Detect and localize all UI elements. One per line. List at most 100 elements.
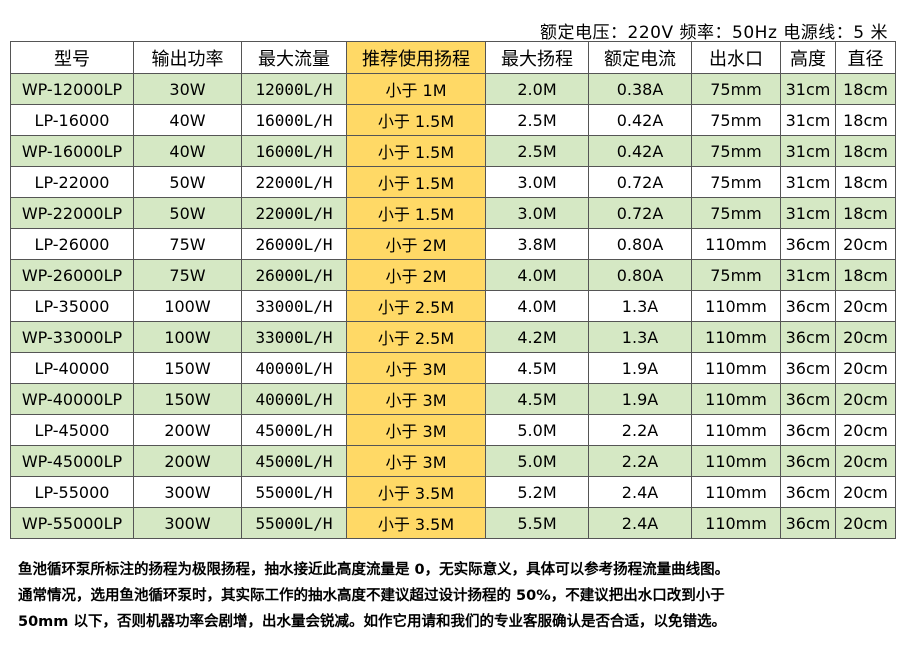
cell-rated-current: 2.4A [588,507,692,539]
cell-height: 36cm [780,476,836,508]
table-body: WP-12000LP 30W 12000L/H 小于 1M 2.0M 0.38A 75mm 3… [10,73,896,539]
cell-height: 36cm [780,383,836,415]
cell-max-flow: 33000L/H [241,321,347,353]
table-row: LP-16000 40W 16000L/H 小于 1.5M 2.5M 0.42A 75mm 3… [10,104,896,136]
cell-recommended-head: 小于 2.5M [346,321,486,353]
table-row: LP-55000 300W 55000L/H 小于 3.5M 5.2M 2.4A 110mm… [10,476,896,508]
cell-model: WP-16000LP [10,135,134,167]
cell-max-flow: 40000L/H [241,352,347,384]
cell-rated-current: 2.2A [588,445,692,477]
cell-max-head: 2.0M [485,73,589,105]
cell-diameter: 18cm [835,166,896,198]
cell-height: 36cm [780,414,836,446]
cell-diameter: 18cm [835,259,896,291]
cell-max-head: 3.8M [485,228,589,260]
cell-outlet: 75mm [691,197,781,229]
cell-diameter: 18cm [835,197,896,229]
cell-model: WP-40000LP [10,383,134,415]
cell-recommended-head: 小于 1.5M [346,197,486,229]
cell-power: 75W [133,228,242,260]
cell-height: 36cm [780,445,836,477]
cell-power: 40W [133,104,242,136]
table-header-row: 型号 输出功率 最大流量 推荐使用扬程 最大扬程 额定电流 出水口 高度 直径 [10,41,896,74]
cell-recommended-head: 小于 1M [346,73,486,105]
cell-model: WP-55000LP [10,507,134,539]
cell-outlet: 110mm [691,321,781,353]
cell-recommended-head: 小于 2M [346,228,486,260]
cell-max-head: 5.5M [485,507,589,539]
cell-max-head: 3.0M [485,197,589,229]
note-line: 通常情况，选用鱼池循环泵时，其实际工作的抽水高度不建议超过设计扬程的 50%，不… [18,588,725,604]
header-rated-current: 额定电流 [588,41,692,74]
table-row: WP-12000LP 30W 12000L/H 小于 1M 2.0M 0.38A 75mm 3… [10,73,896,105]
cell-power: 300W [133,507,242,539]
table-row: WP-55000LP 300W 55000L/H 小于 3.5M 5.5M 2.4A 110… [10,507,896,539]
cell-recommended-head: 小于 3M [346,383,486,415]
cell-rated-current: 2.4A [588,476,692,508]
cell-recommended-head: 小于 3M [346,352,486,384]
table-row: LP-26000 75W 26000L/H 小于 2M 3.8M 0.80A 110mm 36… [10,228,896,260]
cell-outlet: 110mm [691,228,781,260]
cell-rated-current: 0.80A [588,228,692,260]
header-outlet: 出水口 [691,41,781,74]
cell-rated-current: 0.72A [588,166,692,198]
cell-max-flow: 26000L/H [241,259,347,291]
cell-outlet: 110mm [691,476,781,508]
cell-max-head: 5.0M [485,414,589,446]
cell-diameter: 20cm [835,290,896,322]
cell-max-head: 4.5M [485,383,589,415]
header-recommended-head: 推荐使用扬程 [346,41,486,74]
cell-model: WP-26000LP [10,259,134,291]
cell-model: LP-22000 [10,166,134,198]
cell-outlet: 75mm [691,259,781,291]
cell-max-flow: 12000L/H [241,73,347,105]
cell-outlet: 75mm [691,104,781,136]
cell-max-head: 4.5M [485,352,589,384]
cell-max-head: 4.2M [485,321,589,353]
cell-height: 31cm [780,104,836,136]
table-row: WP-22000LP 50W 22000L/H 小于 1.5M 3.0M 0.72A 75m… [10,197,896,229]
table-row: LP-22000 50W 22000L/H 小于 1.5M 3.0M 0.72A 75mm 3… [10,166,896,198]
cell-recommended-head: 小于 2M [346,259,486,291]
header-model: 型号 [10,41,134,74]
cell-diameter: 20cm [835,352,896,384]
cell-outlet: 110mm [691,445,781,477]
cell-power: 200W [133,445,242,477]
cell-max-head: 4.0M [485,259,589,291]
cell-power: 200W [133,414,242,446]
note-line: 50mm 以下，否则机器功率会剧增，出水量会锐减。如作它用请和我们的专业客服确认… [18,614,726,630]
cell-max-flow: 16000L/H [241,135,347,167]
cell-model: LP-45000 [10,414,134,446]
cell-recommended-head: 小于 1.5M [346,166,486,198]
cell-max-head: 4.0M [485,290,589,322]
cell-power: 150W [133,352,242,384]
cell-power: 50W [133,197,242,229]
cell-height: 36cm [780,321,836,353]
cell-rated-current: 0.72A [588,197,692,229]
cell-diameter: 20cm [835,507,896,539]
cell-max-head: 2.5M [485,135,589,167]
cell-outlet: 110mm [691,414,781,446]
table-row: LP-35000 100W 33000L/H 小于 2.5M 4.0M 1.3A 110mm… [10,290,896,322]
table-row: LP-45000 200W 45000L/H 小于 3M 5.0M 2.2A 110mm 36… [10,414,896,446]
table-row: WP-16000LP 40W 16000L/H 小于 1.5M 2.5M 0.42A 75m… [10,135,896,167]
cell-max-flow: 22000L/H [241,197,347,229]
cell-max-flow: 22000L/H [241,166,347,198]
cell-model: WP-12000LP [10,73,134,105]
cell-rated-current: 1.3A [588,321,692,353]
cell-power: 30W [133,73,242,105]
cell-outlet: 110mm [691,290,781,322]
cell-height: 36cm [780,290,836,322]
cell-outlet: 110mm [691,352,781,384]
note-line: 鱼池循环泵所标注的扬程为极限扬程，抽水接近此高度流量是 0，无实际意义，具体可以… [18,562,730,578]
cell-outlet: 75mm [691,135,781,167]
cell-max-flow: 40000L/H [241,383,347,415]
cell-max-flow: 33000L/H [241,290,347,322]
pump-spec-table: 型号 输出功率 最大流量 推荐使用扬程 最大扬程 额定电流 出水口 高度 直径 … [10,41,896,539]
cell-diameter: 18cm [835,104,896,136]
cell-recommended-head: 小于 1.5M [346,135,486,167]
cell-max-head: 3.0M [485,166,589,198]
header-diameter: 直径 [835,41,896,74]
cell-height: 31cm [780,73,836,105]
cell-diameter: 20cm [835,383,896,415]
